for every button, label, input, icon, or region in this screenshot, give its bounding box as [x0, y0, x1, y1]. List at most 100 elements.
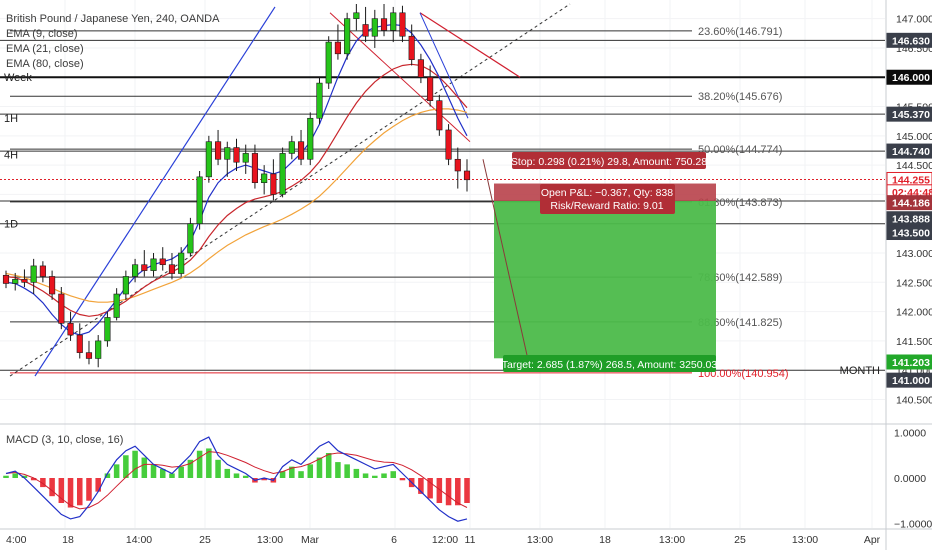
- candle-body: [178, 252, 185, 274]
- macd-bar: [3, 475, 9, 478]
- legend-ema80: EMA (80, close): [6, 58, 84, 70]
- macd-bar: [67, 478, 74, 508]
- macd-bar: [381, 473, 387, 478]
- time-tick: 18: [599, 534, 611, 546]
- time-tick: 18: [62, 534, 74, 546]
- candle-body: [21, 279, 28, 283]
- macd-bar: [325, 453, 332, 478]
- macd-bar: [21, 475, 28, 478]
- macd-bar: [169, 473, 175, 478]
- macd-bar: [344, 464, 350, 478]
- time-tick: 12:00: [432, 534, 458, 546]
- fib-label: 23.60%(146.791): [698, 26, 782, 38]
- ema80-line: [5, 108, 468, 303]
- time-axis[interactable]: 4:00 18 14:00 25 13:00 Mar 6 12:00 11 13:00 18 13:0…: [6, 534, 881, 546]
- candle-body: [233, 147, 240, 163]
- macd-signal-line: [5, 451, 468, 510]
- macd-bar: [372, 475, 378, 478]
- macd-bar: [30, 478, 37, 481]
- price-tick: 141.500: [896, 336, 932, 348]
- target-label-bg: [503, 355, 716, 372]
- price-axis[interactable]: 147.000146.500146.000145.500145.000144.5…: [886, 14, 932, 531]
- macd-bar: [104, 473, 111, 478]
- candle-body: [279, 153, 286, 195]
- fast-trend-line: [419, 12, 469, 119]
- candle-body: [104, 317, 111, 342]
- price-tag-bg: [886, 195, 932, 211]
- macd-bar: [76, 478, 83, 506]
- candle-body: [2, 274, 10, 284]
- macd-bar: [206, 448, 212, 478]
- target-label: Target: 2.685 (1.87%) 268.5, Amount: 325…: [502, 359, 718, 371]
- stop-label-bg: [512, 152, 706, 169]
- macd-line: [5, 436, 468, 522]
- price-tag: 146.630: [892, 35, 930, 47]
- price-tick: 144.500: [896, 160, 932, 172]
- candle-body: [113, 293, 120, 318]
- candle-body: [445, 129, 452, 160]
- macd-bar: [279, 471, 286, 478]
- macd-bar: [390, 471, 397, 478]
- projection-arrow: [482, 159, 529, 360]
- macd-bar: [132, 450, 138, 478]
- level-label: Week: [4, 72, 32, 84]
- candle-body: [122, 276, 129, 295]
- macd-bar: [242, 475, 249, 478]
- candle-body: [316, 82, 323, 119]
- level-label: MONTH: [840, 365, 880, 377]
- price-tick: 142.500: [896, 277, 932, 289]
- candle-body: [261, 173, 268, 184]
- level-label: 1D: [4, 219, 18, 231]
- candle-body: [58, 293, 65, 324]
- pnl-label: Open P&L: −0.367, Qty: 838: [541, 187, 673, 199]
- price-tag-bg: [886, 225, 932, 241]
- candle-body: [325, 41, 332, 84]
- candle-body: [288, 141, 295, 154]
- fib-label: 88.60%(141.825): [698, 317, 782, 329]
- candle-body: [39, 265, 46, 277]
- macd-bar: [445, 478, 452, 506]
- macd-bar: [178, 466, 184, 478]
- candle-body: [214, 141, 222, 160]
- price-tag-bg: [886, 69, 932, 85]
- price-tick: 140.500: [896, 394, 932, 406]
- price-tick: 145.000: [896, 131, 932, 143]
- candle-body: [297, 141, 305, 160]
- candle-body: [399, 12, 406, 37]
- candles: [2, 4, 471, 368]
- macd-bar: [307, 464, 314, 478]
- macd-bar: [335, 462, 341, 478]
- resistance-line: [329, 12, 471, 143]
- price-tag: 144.740: [892, 146, 930, 158]
- macd-bar: [464, 478, 470, 503]
- macd-bar: [427, 478, 433, 499]
- stop-label: Stop: 0.298 (0.21%) 29.8, Amount: 750.28: [511, 156, 707, 168]
- legend-title: British Pound / Japanese Yen, 240, OANDA: [6, 13, 220, 25]
- macd-bar: [215, 459, 221, 478]
- candle-body: [224, 147, 231, 160]
- price-tag: 141.000: [892, 375, 930, 387]
- candle-body: [187, 223, 194, 254]
- macd-bar: [316, 457, 323, 478]
- macd-bar: [141, 457, 148, 478]
- price-tag: 143.500: [892, 228, 930, 240]
- candle-body: [362, 24, 369, 37]
- candle-body: [159, 258, 166, 266]
- macd-bar: [113, 464, 120, 478]
- candle-body: [390, 12, 397, 31]
- macd-bar: [362, 473, 369, 478]
- time-tick: 25: [199, 534, 211, 546]
- candle-body: [417, 59, 424, 78]
- time-tick: 11: [465, 534, 476, 546]
- price-tag: 141.203: [892, 357, 930, 369]
- price-tag-bg: [886, 32, 932, 48]
- candle-body: [251, 153, 259, 184]
- falling-channel-line: [419, 12, 521, 78]
- time-tick: 13:00: [792, 534, 818, 546]
- candle-body: [95, 340, 102, 359]
- candle-body: [76, 334, 83, 353]
- candle-body: [408, 35, 415, 60]
- macd-tick: 1.0000: [894, 428, 926, 440]
- legend-ema9: EMA (9, close): [6, 28, 78, 40]
